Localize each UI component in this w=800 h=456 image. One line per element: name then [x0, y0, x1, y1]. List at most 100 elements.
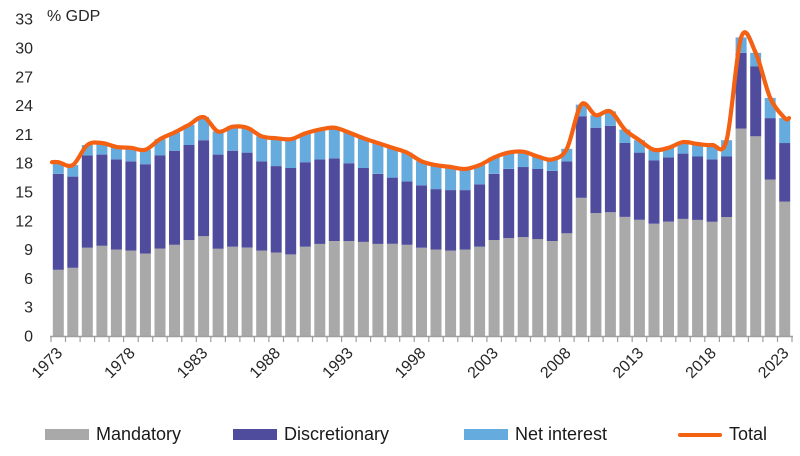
bar-segment-net-interest	[648, 149, 660, 161]
bar-segment-mandatory	[96, 245, 108, 336]
bar-segment-net-interest	[488, 157, 500, 174]
bar-segment-mandatory	[532, 239, 544, 336]
bar-segment-net-interest	[343, 132, 355, 164]
bar-segment-net-interest	[52, 162, 64, 174]
bar-segment-mandatory	[270, 252, 282, 336]
bar-segment-net-interest	[285, 139, 297, 168]
bar-segment-mandatory	[721, 217, 733, 336]
bar-segment-discretionary	[503, 169, 515, 239]
bar-segment-discretionary	[692, 156, 704, 220]
bar-segment-net-interest	[575, 104, 587, 117]
legend-label-total: Total	[729, 424, 768, 444]
bar-segment-net-interest	[459, 169, 471, 191]
bar-segment-net-interest	[604, 111, 616, 126]
bar-segment-net-interest	[154, 139, 166, 156]
bar-segment-discretionary	[532, 169, 544, 240]
bar-segment-mandatory	[299, 246, 311, 336]
bar-segment-mandatory	[198, 236, 210, 336]
bar-segment-mandatory	[459, 249, 471, 336]
bar-segment-discretionary	[386, 177, 398, 244]
bar-segment-net-interest	[227, 126, 239, 151]
bar-segment-discretionary	[198, 140, 210, 237]
bar-segment-mandatory	[328, 241, 340, 336]
bar-segment-discretionary	[401, 181, 413, 245]
bar-segment-mandatory	[546, 241, 558, 336]
bar-segment-discretionary	[633, 152, 645, 220]
bar-segment-mandatory	[677, 218, 689, 336]
bar-segment-discretionary	[299, 162, 311, 247]
bar-segment-mandatory	[706, 221, 718, 336]
legend-label-discretionary: Discretionary	[284, 424, 390, 444]
bar-segment-discretionary	[169, 150, 180, 245]
bar-segment-net-interest	[546, 159, 558, 171]
bar-segment-mandatory	[125, 250, 137, 336]
x-tick-label: 1988	[247, 345, 284, 382]
bar-segment-net-interest	[96, 143, 108, 155]
y-tick-label: 30	[15, 41, 33, 58]
x-tick-label: 1973	[29, 345, 66, 382]
bar-segment-net-interest	[416, 161, 427, 186]
bar-segment-discretionary	[677, 153, 689, 219]
bar-segment-mandatory	[750, 136, 762, 336]
y-tick-label: 3	[24, 300, 33, 317]
bar-segment-mandatory	[561, 233, 573, 336]
x-tick-label: 1993	[320, 345, 357, 382]
x-tick-label: 1998	[392, 345, 429, 382]
y-tick-label: 18	[15, 156, 33, 173]
bar-segment-net-interest	[169, 132, 180, 151]
bar-segment-discretionary	[183, 145, 195, 240]
x-tick-label: 2023	[755, 345, 792, 382]
bar-segment-discretionary	[241, 152, 253, 248]
bar-segment-net-interest	[386, 147, 398, 178]
y-axis-unit-label: % GDP	[47, 8, 100, 25]
bar-segment-mandatory	[81, 247, 93, 336]
legend-item-net-interest: Net interest	[464, 424, 607, 445]
bar-segment-mandatory	[604, 212, 616, 336]
bar-segment-mandatory	[401, 244, 413, 336]
bar-segment-mandatory	[416, 247, 427, 336]
bar-segment-net-interest	[314, 129, 326, 160]
bar-segment-mandatory	[517, 237, 529, 336]
bar-segment-discretionary	[110, 159, 122, 250]
bar-segment-net-interest	[445, 167, 457, 190]
x-tick-label: 2013	[610, 345, 647, 382]
bar-segment-mandatory	[692, 219, 704, 336]
bar-segment-net-interest	[677, 142, 689, 154]
bar-segment-mandatory	[386, 243, 398, 336]
x-axis: 1973 1978 1983 1988 1993 1998 2003 2008 2013 2018…	[29, 335, 793, 382]
bar-segment-net-interest	[183, 124, 195, 145]
bar-segment-net-interest	[401, 152, 413, 182]
bar-segment-net-interest	[517, 151, 529, 168]
bar-segment-discretionary	[256, 161, 268, 251]
y-tick-label: 9	[24, 242, 33, 259]
x-tick-label: 2003	[465, 345, 502, 382]
x-tick-label: 1978	[102, 345, 139, 382]
x-tick-label: 2018	[683, 345, 720, 382]
bar-segment-net-interest	[241, 127, 253, 153]
y-tick-label: 24	[15, 98, 33, 115]
bar-segment-discretionary	[619, 143, 631, 217]
bar-segment-discretionary	[328, 158, 340, 241]
bar-segment-net-interest	[372, 143, 384, 174]
legend-item-discretionary: Discretionary	[233, 424, 389, 445]
y-tick-label: 27	[15, 69, 33, 86]
bar-segment-mandatory	[488, 240, 500, 336]
bar-segment-discretionary	[561, 161, 573, 234]
bar-segment-net-interest	[721, 140, 733, 157]
bar-segment-mandatory	[764, 179, 776, 336]
bar-segment-discretionary	[779, 143, 791, 202]
bar-segment-discretionary	[154, 155, 166, 249]
bar-segment-mandatory	[663, 221, 674, 336]
bar-segment-mandatory	[154, 248, 166, 336]
y-tick-label: 0	[24, 329, 33, 346]
bar-segment-discretionary	[227, 150, 239, 247]
x-tick-label: 2008	[537, 345, 574, 382]
y-tick-label: 15	[15, 185, 33, 202]
bar-segment-mandatory	[67, 267, 79, 336]
bar-segment-discretionary	[517, 167, 529, 238]
bar-segment-mandatory	[169, 244, 180, 336]
bar-segment-discretionary	[270, 166, 282, 253]
bar-segment-discretionary	[212, 154, 224, 249]
